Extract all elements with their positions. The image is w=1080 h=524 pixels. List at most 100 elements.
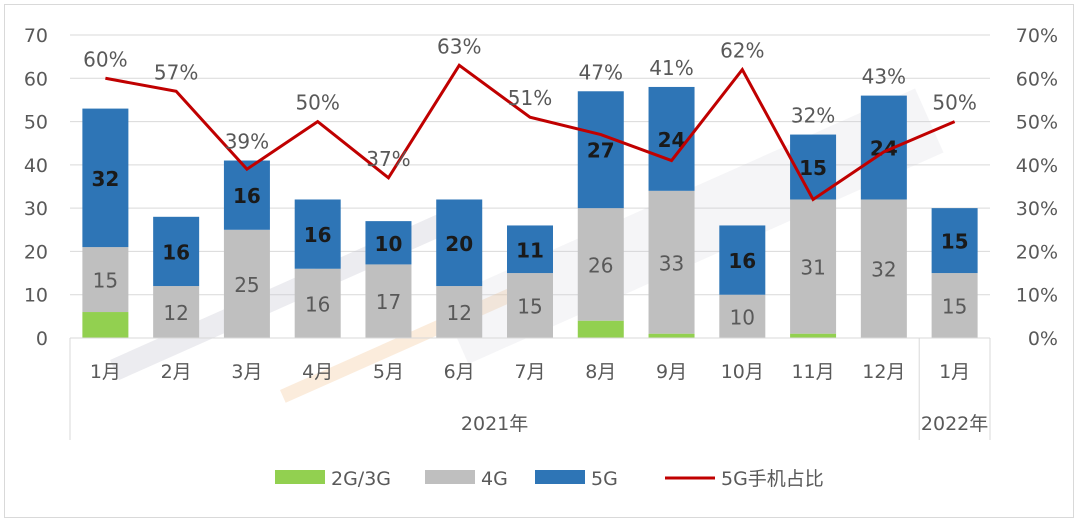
line-data-label: 57% <box>154 60 198 84</box>
data-label: 16 <box>233 184 261 208</box>
data-label: 33 <box>659 251 684 275</box>
data-label: 25 <box>234 273 259 297</box>
y-tick-label: 40 <box>24 155 48 177</box>
legend-label: 5G手机占比 <box>721 468 824 490</box>
y-tick-label: 60 <box>24 68 48 90</box>
bar-5g <box>577 91 624 209</box>
line-data-label: 39% <box>225 130 269 154</box>
line-data-label: 50% <box>932 91 976 115</box>
data-label: 26 <box>588 253 613 277</box>
bar-5g <box>719 225 766 295</box>
data-label: 10 <box>375 232 403 256</box>
line-data-label: 47% <box>579 60 623 84</box>
data-label: 16 <box>305 292 330 316</box>
bar-2g-3g <box>82 312 129 338</box>
line-data-label: 51% <box>508 86 552 110</box>
y-tick-label: 70 <box>24 25 48 47</box>
y2-tick-label: 50% <box>1016 112 1058 134</box>
data-label: 32 <box>871 258 896 282</box>
y-tick-label: 50 <box>24 112 48 134</box>
bar-5g <box>153 216 200 287</box>
bar-5g <box>931 208 978 274</box>
bar-4g <box>365 264 412 338</box>
bar-2g-3g <box>648 333 695 338</box>
legend-label: 2G/3G <box>331 468 391 490</box>
legend-swatch <box>425 470 475 484</box>
data-label: 12 <box>163 301 188 325</box>
x-group-label: 2021年 <box>461 413 528 435</box>
y2-tick-label: 10% <box>1016 285 1058 307</box>
y2-tick-label: 70% <box>1016 25 1058 47</box>
x-tick-label: 1月 <box>939 361 970 383</box>
data-label: 32 <box>91 167 119 191</box>
x-group-label: 2022年 <box>921 413 988 435</box>
bar-5g <box>860 95 907 200</box>
line-5g-share <box>105 63 956 202</box>
bar-4g <box>648 190 695 334</box>
data-label: 17 <box>376 290 401 314</box>
x-tick-label: 12月 <box>862 361 905 383</box>
x-tick-label: 9月 <box>656 361 687 383</box>
x-tick-label: 4月 <box>302 361 333 383</box>
line-data-label: 43% <box>862 65 906 89</box>
bar-5g <box>223 160 270 230</box>
data-label: 11 <box>516 238 544 262</box>
bar-5g <box>436 199 483 287</box>
y2-tick-label: 30% <box>1016 198 1058 220</box>
x-tick-label: 7月 <box>514 361 545 383</box>
x-tick-label: 6月 <box>444 361 475 383</box>
data-label: 16 <box>162 240 190 264</box>
bar-4g <box>223 229 270 338</box>
bar-2g-3g <box>577 320 624 338</box>
line-data-label: 60% <box>83 47 127 71</box>
bar-5g <box>507 225 553 274</box>
legend-swatch <box>275 470 325 484</box>
data-label: 31 <box>800 256 825 280</box>
y-tick-label: 0 <box>36 328 48 350</box>
x-tick-label: 3月 <box>231 361 262 383</box>
data-label: 16 <box>728 249 756 273</box>
bar-5g <box>365 221 412 265</box>
line-data-label: 63% <box>437 34 481 58</box>
data-label: 16 <box>304 223 332 247</box>
y-tick-label: 30 <box>24 198 48 220</box>
line-data-label: 50% <box>295 91 339 115</box>
x-tick-label: 1月 <box>90 361 121 383</box>
bar-4g <box>931 273 978 338</box>
x-tick-label: 5月 <box>373 361 404 383</box>
data-label: 20 <box>445 232 473 256</box>
data-label: 15 <box>517 295 542 319</box>
y2-tick-label: 60% <box>1016 68 1058 90</box>
y2-tick-label: 40% <box>1016 155 1058 177</box>
data-label: 15 <box>942 295 967 319</box>
bar-4g <box>790 199 837 334</box>
data-label: 12 <box>447 301 472 325</box>
bar-4g <box>82 247 129 313</box>
bar-4g <box>436 286 483 338</box>
line-data-label: 32% <box>791 104 835 128</box>
x-tick-label: 10月 <box>721 361 764 383</box>
bar-4g <box>294 268 341 338</box>
legend-swatch <box>535 470 585 484</box>
data-label: 10 <box>730 305 755 329</box>
x-tick-label: 11月 <box>791 361 834 383</box>
legend-label: 5G <box>591 468 618 490</box>
x-tick-label: 8月 <box>585 361 616 383</box>
y2-tick-label: 0% <box>1028 328 1058 350</box>
data-label: 15 <box>93 269 118 293</box>
data-label: 27 <box>587 139 615 163</box>
chart-frame <box>4 4 1074 518</box>
data-label: 15 <box>941 230 969 254</box>
bar-4g <box>719 294 766 338</box>
y-tick-label: 20 <box>24 241 48 263</box>
x-tick-label: 2月 <box>161 361 192 383</box>
data-label: 15 <box>799 156 827 180</box>
legend-label: 4G <box>481 468 508 490</box>
bar-4g <box>153 286 200 338</box>
y2-tick-label: 20% <box>1016 241 1058 263</box>
bar-4g <box>507 273 553 338</box>
line-data-label: 41% <box>649 56 693 80</box>
line-data-label: 62% <box>720 39 764 63</box>
bar-4g <box>577 208 624 321</box>
